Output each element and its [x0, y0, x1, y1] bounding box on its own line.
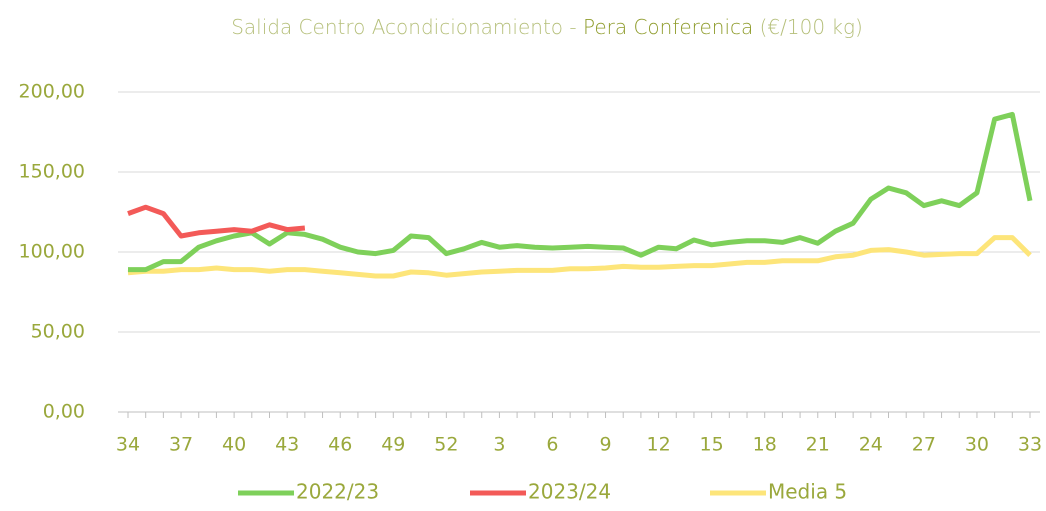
x-tick-label: 43 — [275, 434, 299, 456]
x-tick-label: 24 — [859, 434, 883, 456]
x-tick-label: 52 — [434, 434, 458, 456]
y-tick-label: 150,00 — [19, 161, 85, 183]
x-tick-label: 12 — [646, 434, 670, 456]
chart-title: Salida Centro Acondicionamiento - Pera C… — [231, 15, 863, 39]
y-tick-label: 0,00 — [43, 401, 85, 423]
x-tick-label: 40 — [222, 434, 246, 456]
x-tick-label: 21 — [806, 434, 830, 456]
title-part: Salida Centro Acondicionamiento - — [231, 15, 583, 39]
series-line — [127, 235, 1032, 279]
y-tick-label: 100,00 — [19, 241, 85, 263]
y-tick-label: 200,00 — [19, 81, 85, 103]
y-tick-label: 50,00 — [31, 321, 85, 343]
x-tick-label: 46 — [328, 434, 352, 456]
x-tick-label: 9 — [599, 434, 611, 456]
legend-label: 2022/23 — [296, 480, 379, 504]
x-tick-label: 3 — [493, 434, 505, 456]
x-tick-label: 15 — [700, 434, 724, 456]
x-tick-label: 37 — [169, 434, 193, 456]
x-tick-label: 18 — [753, 434, 777, 456]
x-tick-label: 49 — [381, 434, 405, 456]
series-line — [128, 111, 1033, 273]
legend-label: Media 5 — [768, 480, 847, 504]
x-tick-label: 30 — [965, 434, 989, 456]
series-line — [127, 204, 306, 239]
title-part: (€/100 kg) — [753, 15, 863, 39]
title-highlight: Pera Conferenica — [583, 15, 753, 39]
x-tick-label: 6 — [546, 434, 558, 456]
x-tick-label: 34 — [116, 434, 140, 456]
x-tick-label: 33 — [1018, 434, 1042, 456]
legend-label: 2023/24 — [528, 480, 611, 504]
x-tick-label: 27 — [912, 434, 936, 456]
